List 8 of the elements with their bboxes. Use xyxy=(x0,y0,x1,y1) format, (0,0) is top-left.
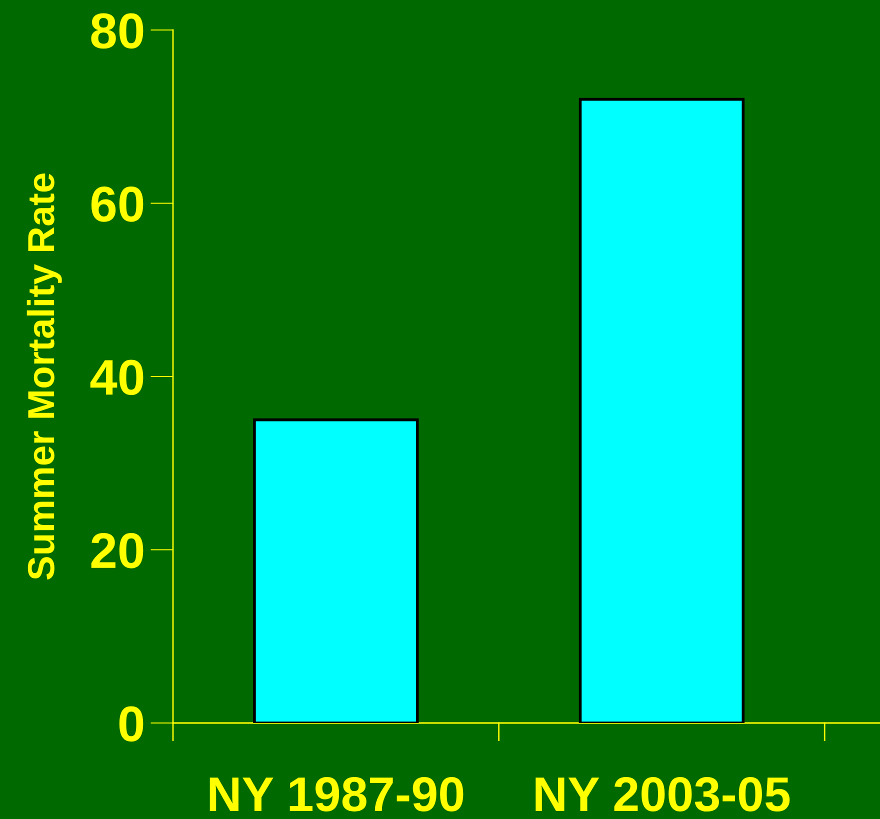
y-tick-label: 80 xyxy=(91,13,144,49)
y-tick-label: 20 xyxy=(91,532,144,568)
y-tick-label: 60 xyxy=(91,186,144,222)
y-tick-label: 0 xyxy=(119,706,144,742)
x-tick-label: NY 2003-05 xyxy=(536,777,790,812)
y-tick-label: 40 xyxy=(90,360,144,396)
y-axis-title: Summer Mortality Rate xyxy=(26,174,62,580)
x-tick-label: NY 1987-90 xyxy=(210,777,464,812)
